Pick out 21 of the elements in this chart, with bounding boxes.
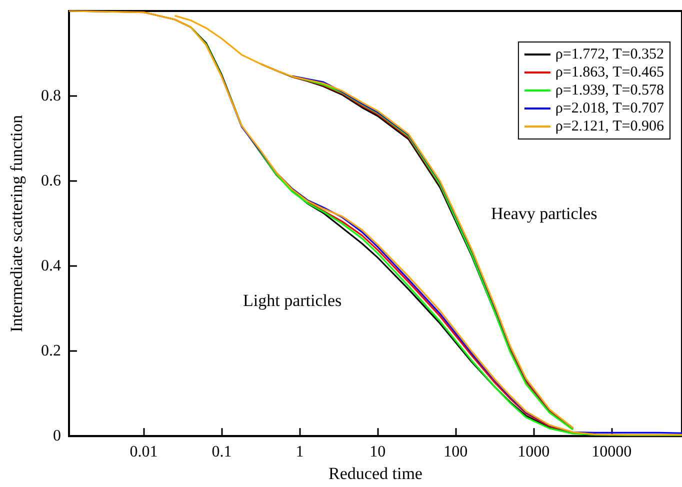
x-tick-label: 1000 xyxy=(518,444,550,461)
legend-label: ρ=2.121, T=0.906 xyxy=(555,118,664,134)
legend-label: ρ=1.939, T=0.578 xyxy=(555,82,664,98)
x-axis-title: Reduced time xyxy=(328,464,422,483)
x-tick-label: 0.1 xyxy=(212,444,232,461)
annotation: Heavy particles xyxy=(491,204,598,223)
legend-label: ρ=2.018, T=0.707 xyxy=(555,100,664,116)
y-tick-label: 0.6 xyxy=(41,172,61,190)
annotation: Light particles xyxy=(243,291,342,310)
legend-label: ρ=1.772, T=0.352 xyxy=(555,46,664,62)
y-tick-label: 0.2 xyxy=(41,342,61,360)
legend-label: ρ=1.863, T=0.465 xyxy=(555,64,664,80)
y-axis-title: Intermediate scattering function xyxy=(7,114,26,332)
y-tick-label: 0.4 xyxy=(41,258,61,275)
x-tick-label: 1 xyxy=(296,444,304,461)
y-tick-label: 0.8 xyxy=(41,88,61,105)
x-tick-label: 10000 xyxy=(592,444,632,461)
y-tick-label: 0 xyxy=(53,428,61,445)
x-tick-label: 100 xyxy=(444,444,468,461)
x-tick-label: 0.01 xyxy=(130,444,158,461)
x-tick-label: 10 xyxy=(370,444,386,461)
